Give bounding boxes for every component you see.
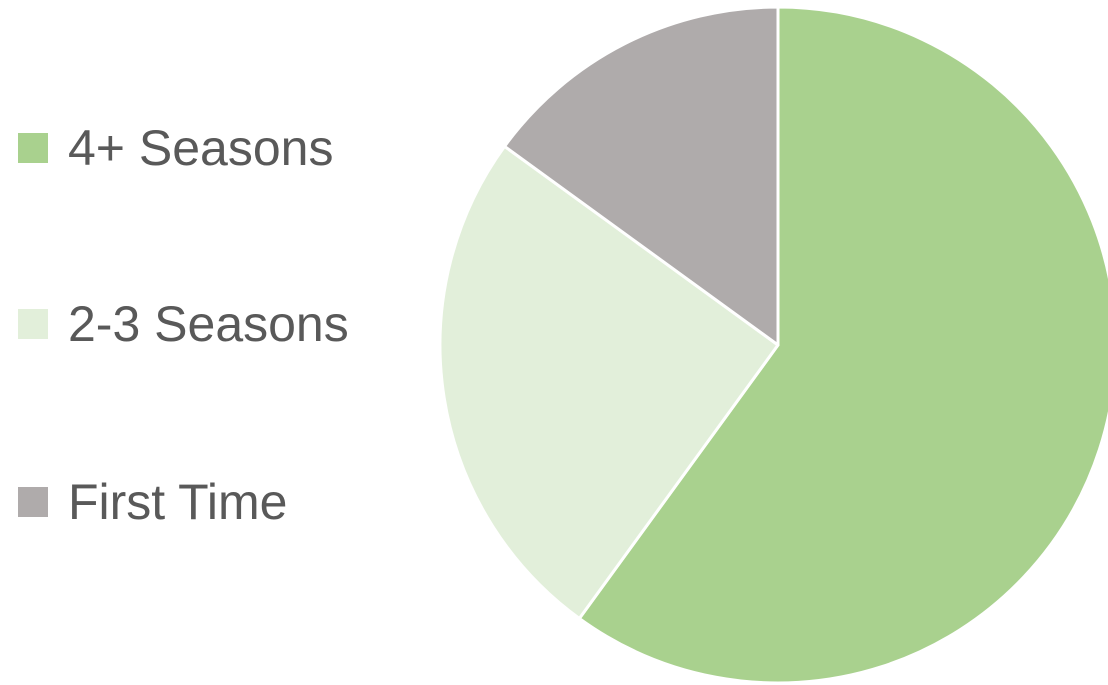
legend-item-4plus-seasons: 4+ Seasons — [18, 118, 333, 178]
legend-item-2-3-seasons: 2-3 Seasons — [18, 294, 349, 354]
pie-slices — [438, 5, 1108, 685]
legend-label-4plus-seasons: 4+ Seasons — [68, 120, 334, 176]
legend-swatch-4plus-seasons — [18, 133, 48, 163]
legend-label-first-time: First Time — [68, 474, 288, 530]
legend-swatch-2-3-seasons — [18, 309, 48, 339]
chart-legend: 4+ Seasons 2-3 Seasons First Time — [18, 0, 418, 685]
pie-slice-first-time — [503, 5, 780, 347]
legend-label-2-3-seasons: 2-3 Seasons — [68, 296, 349, 352]
pie-slice-2-3-seasons — [438, 144, 780, 620]
legend-swatch-first-time — [18, 487, 48, 517]
legend-item-first-time: First Time — [18, 472, 287, 532]
pie-slice-4plus-seasons — [577, 5, 1108, 685]
